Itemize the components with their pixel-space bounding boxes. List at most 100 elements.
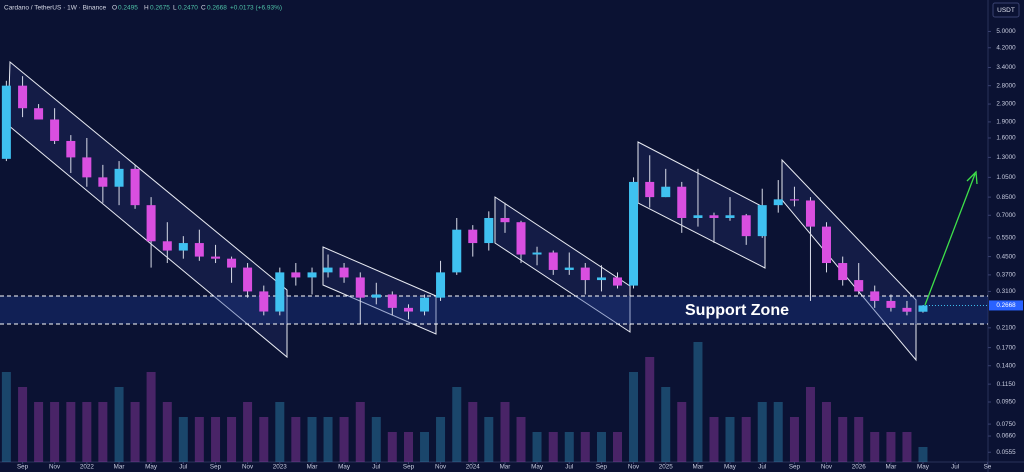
arrow-head [966,170,978,185]
x-tick-label: May [145,464,158,471]
volume-bar [452,387,462,462]
candle-body [194,243,204,257]
volume-bar [339,417,349,462]
volume-bar [387,432,397,462]
candle-body [870,291,880,301]
candle-body [805,200,815,227]
candle-body [596,277,606,281]
channel [322,246,437,335]
candle-body [484,217,494,244]
projection-arrow [924,170,978,306]
volume-layer [1,342,928,462]
candle-body [516,222,526,255]
ohlc-key: O [112,5,117,12]
candle-body [420,297,430,312]
volume-bar [130,402,140,462]
volume-bar [838,417,848,462]
candle-body [178,243,188,251]
currency-label[interactable]: USDT [997,7,1015,14]
volume-bar [18,387,28,462]
candle-body [162,241,172,251]
x-tick-label: May [724,464,737,471]
volume-bar [805,387,815,462]
candle-body [404,307,414,312]
x-tick-label: Sep [403,464,415,471]
volume-bar [307,417,317,462]
volume-bar [870,432,880,462]
x-tick-label: Mar [886,464,897,471]
volume-bar [564,432,574,462]
candle-body [371,294,381,298]
volume-bar [918,447,928,462]
candle-body [821,226,831,264]
candle-body [548,252,558,270]
volume-bar [902,432,912,462]
candle-body [580,267,590,281]
volume-bar [516,417,526,462]
y-tick-label: 0.3700 [996,272,1016,279]
ohlc-key: C [201,5,206,12]
candle-body [645,181,655,198]
volume-bar [821,402,831,462]
y-tick-label: 0.8500 [996,194,1016,201]
volume-bar [227,417,237,462]
candle-body [291,272,301,278]
candle-body [114,168,124,187]
volume-bar [773,402,783,462]
currency-button[interactable] [992,2,1020,18]
volume-bar [98,402,108,462]
ohlc-value: 0.2470 [178,5,198,12]
volume-bar [693,342,703,462]
x-tick-label: Nov [435,464,447,471]
volume-bar [709,417,719,462]
candle-body [436,272,446,298]
candle-body [902,307,912,312]
candle-body [211,256,221,259]
candle-body [66,140,76,158]
volume-bar [548,432,558,462]
x-tick-label: Nov [628,464,640,471]
candle-body [661,186,671,198]
candle-body [838,263,848,281]
x-tick-label: 2024 [466,464,481,471]
volume-bar [661,387,671,462]
last-price-label: 0.2668 [996,302,1016,309]
volume-bar [323,417,333,462]
candle-body [18,85,28,109]
y-tick-label: 1.3000 [996,154,1016,161]
channel [494,196,631,333]
volume-bar [82,402,92,462]
candle-body [452,229,462,273]
candle-body [1,85,11,159]
x-tick-label: Se [984,464,992,471]
candle-body [130,168,140,206]
candle-body [789,199,799,201]
x-tick-label: Jul [951,464,959,471]
candle-body [613,277,622,286]
volume-bar [629,372,639,462]
candle-body [82,157,92,178]
annotation: Support Zone [685,302,789,319]
y-tick-label: 0.1400 [996,362,1016,369]
candle-body [146,205,156,242]
volume-bar [146,372,156,462]
x-tick-label: May [338,464,351,471]
y-tick-label: 0.4500 [996,253,1016,260]
candle-body [355,277,365,298]
candle-body [339,267,349,278]
candle-body [918,305,928,312]
candle-body [468,229,478,244]
volume-bar [194,417,204,462]
y-tick-label: 0.2100 [996,325,1016,332]
y-tick-label: 0.5500 [996,234,1016,241]
candle-body [500,217,510,223]
candle-body [773,199,783,206]
x-tick-label: Jul [758,464,766,471]
volume-bar [757,402,767,462]
x-tick-label: Sep [17,464,29,471]
volume-bar [275,402,285,462]
symbol: Cardano / TetherUS · 1W · Binance [4,5,107,12]
candles [1,76,928,324]
volume-bar [532,432,542,462]
